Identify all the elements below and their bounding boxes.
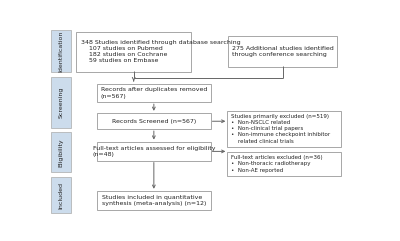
Text: Screening: Screening — [58, 87, 63, 118]
Text: Studies primarily excluded (n=519)
•  Non-NSCLC related
•  Non-clinical trial pa: Studies primarily excluded (n=519) • Non… — [231, 114, 330, 144]
Text: 275 Additional studies identified
through conference searching: 275 Additional studies identified throug… — [232, 46, 333, 57]
Text: Full-text articles excluded (n=36)
•  Non-thoracic radiotherapy
•  Non-AE report: Full-text articles excluded (n=36) • Non… — [231, 155, 323, 173]
FancyBboxPatch shape — [76, 32, 191, 72]
Text: Full-text articles assessed for eligibility
(n=48): Full-text articles assessed for eligibil… — [92, 146, 215, 157]
FancyBboxPatch shape — [228, 36, 337, 67]
FancyBboxPatch shape — [227, 152, 341, 175]
Text: Records Screened (n=567): Records Screened (n=567) — [112, 119, 196, 124]
Text: Eligibility: Eligibility — [58, 138, 63, 167]
FancyBboxPatch shape — [51, 133, 71, 172]
FancyBboxPatch shape — [96, 142, 211, 161]
Text: Included: Included — [58, 181, 63, 208]
FancyBboxPatch shape — [51, 177, 71, 213]
FancyBboxPatch shape — [96, 84, 211, 102]
FancyBboxPatch shape — [51, 77, 71, 128]
FancyBboxPatch shape — [96, 113, 211, 129]
Text: Records after duplicates removed
(n=567): Records after duplicates removed (n=567) — [101, 87, 207, 99]
FancyBboxPatch shape — [51, 30, 71, 72]
FancyBboxPatch shape — [96, 191, 211, 210]
Text: Identification: Identification — [58, 31, 63, 72]
Text: 348 Studies identified through database searching
    107 studies on Pubmed
    : 348 Studies identified through database … — [81, 40, 241, 63]
FancyBboxPatch shape — [227, 111, 341, 147]
Text: Studies included in quantitative
synthesis (meta-analysis) (n=12): Studies included in quantitative synthes… — [102, 195, 206, 206]
